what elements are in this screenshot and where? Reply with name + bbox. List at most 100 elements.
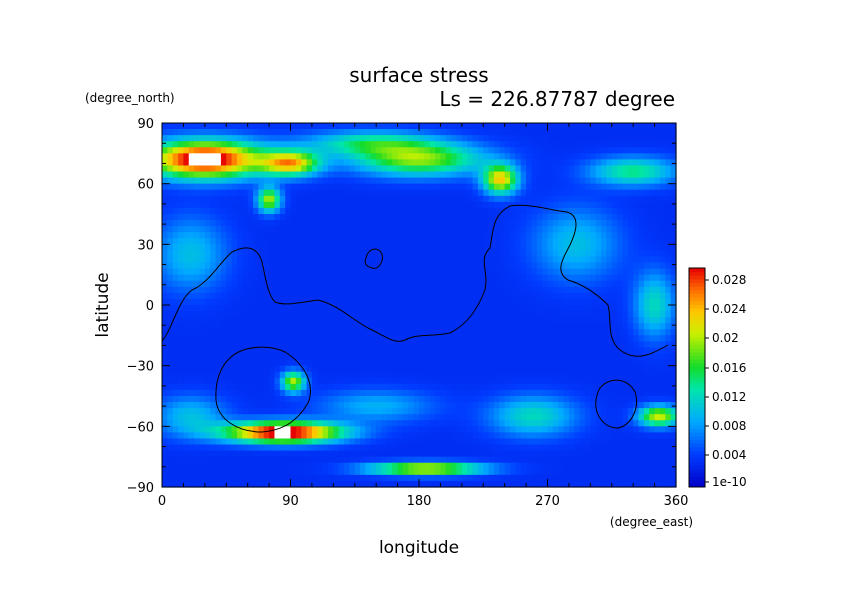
heatmap-cell-4379 [477,396,484,403]
heatmap-cell-3516 [483,341,490,349]
heatmap-cell-2346 [386,268,393,276]
heatmap-cell-561 [595,153,602,160]
heatmap-cell-1919 [670,238,677,245]
heatmap-cell-4508 [654,402,661,409]
heatmap-cell-2862 [579,298,586,306]
heatmap-cell-4648 [376,414,383,421]
heatmap-cell-2144 [333,256,340,264]
heatmap-cell-3793 [424,359,431,367]
heatmap-cell-4724 [269,420,276,427]
heatmap-cell-1766 [365,232,372,239]
heatmap-cell-3597 [402,347,409,355]
heatmap-cell-465 [595,147,602,154]
heatmap-cell-1672 [376,226,383,233]
heatmap-cell-404 [269,147,276,154]
heatmap-cell-2355 [435,268,442,276]
heatmap-cell-1783 [456,232,463,239]
heatmap-cell-866 [172,177,179,185]
heatmap-cell-4160 [333,383,340,391]
heatmap-cell-1388 [397,207,404,215]
heatmap-cell-4013 [574,371,581,379]
heatmap-cell-2957 [574,305,581,312]
heatmap-cell-3620 [526,347,533,355]
heatmap-cell-747 [563,165,570,173]
heatmap-cell-44 [397,123,404,130]
heatmap-cell-307 [263,141,270,148]
heatmap-cell-976 [247,183,254,191]
heatmap-cell-2746 [472,292,479,300]
heatmap-cell-1255 [199,201,206,209]
heatmap-cell-2616 [290,286,297,294]
heatmap-cell-4205 [574,383,581,391]
heatmap-cell-2524 [311,280,318,288]
heatmap-cell-4502 [622,402,629,409]
heatmap-cell-1725 [659,226,666,233]
heatmap-cell-524 [397,153,404,160]
heatmap-cell-1268 [269,201,276,209]
heatmap-cell-2647 [456,286,463,294]
heatmap-cell-1775 [413,232,420,239]
heatmap-cell-2317 [231,268,238,276]
heatmap-cell-4854 [451,426,458,433]
heatmap-cell-637 [488,159,495,167]
heatmap-cell-3939 [178,371,185,379]
heatmap-cell-4910 [236,432,243,440]
heatmap-cell-3043 [520,311,527,318]
heatmap-cell-3969 [338,371,345,379]
heatmap-cell-1077 [274,189,281,197]
heatmap-cell-1311 [499,201,506,209]
heatmap-cell-4693 [617,414,624,421]
heatmap-cell-1322 [558,201,565,209]
heatmap-cell-743 [542,165,549,173]
heatmap-cell-2795 [220,298,227,306]
heatmap-cell-4326 [194,396,201,403]
heatmap-cell-3851 [220,365,227,373]
heatmap-cell-3404 [397,335,404,342]
heatmap-cell-4898 [172,432,179,440]
heatmap-cell-4443 [306,402,313,409]
heatmap-cell-383 [670,141,677,148]
heatmap-cell-1105 [424,189,431,197]
heatmap-cell-633 [467,159,474,167]
heatmap-cell-2870 [622,298,629,306]
heatmap-cell-287 [670,135,677,142]
heatmap-cell-4639 [327,414,334,421]
heatmap-cell-4384 [504,396,511,403]
heatmap-cell-3373 [231,335,238,342]
heatmap-cell-996 [354,183,361,191]
chart-title: surface stress [349,63,488,87]
heatmap-cell-1198 [408,195,415,203]
heatmap-cell-1148 [654,189,661,197]
heatmap-cell-1816 [633,232,640,239]
heatmap-cell-209 [253,135,259,142]
heatmap-cell-393 [210,147,217,154]
heatmap-cell-2717 [317,292,324,300]
heatmap-cell-1771 [392,232,399,239]
heatmap-cell-963 [178,183,185,191]
heatmap-cell-2884 [183,305,190,312]
heatmap-cell-619 [392,159,399,167]
heatmap-cell-4378 [472,396,479,403]
heatmap-cell-4442 [301,402,308,409]
heatmap-cell-2279 [542,262,549,270]
heatmap-cell-1615 [584,220,591,227]
heatmap-cell-848 [590,171,597,179]
heatmap-cell-501 [274,153,281,160]
heatmap-cell-1030 [536,183,543,191]
heatmap-cell-1523 [606,214,613,221]
heatmap-cell-2618 [301,286,308,294]
heatmap-cell-4821 [274,426,281,433]
heatmap-cell-232 [376,135,383,142]
heatmap-cell-3812 [526,359,533,367]
heatmap-cell-730 [472,165,479,173]
heatmap-cell-3005 [317,311,324,318]
heatmap-cell-4990 [665,432,672,440]
heatmap-cell-951 [627,177,634,185]
heatmap-cell-1173 [274,195,281,203]
heatmap-cell-624 [419,159,425,167]
heatmap-cell-3890 [429,365,436,373]
heatmap-cell-2083 [520,250,527,258]
heatmap-cell-2168 [461,256,468,264]
heatmap-cell-251 [477,135,484,142]
heatmap-cell-2852 [526,298,533,306]
